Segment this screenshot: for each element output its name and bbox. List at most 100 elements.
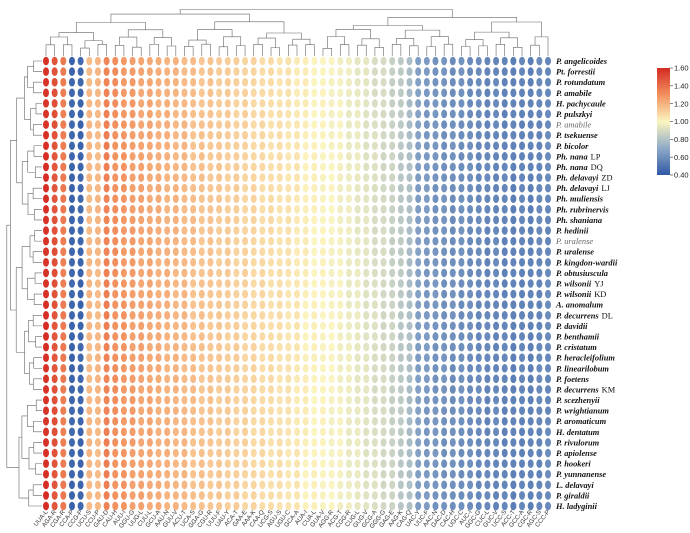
heatmap-cell (120, 448, 127, 458)
heatmap-cell (51, 469, 58, 479)
heatmap-cell (259, 332, 266, 341)
heatmap-cell (354, 194, 361, 204)
heatmap-cell (86, 247, 93, 257)
heatmap-cell (319, 236, 326, 246)
heatmap-cell (337, 448, 344, 458)
heatmap-cell (389, 183, 396, 193)
heatmap-cell (493, 183, 500, 193)
heatmap-cell (94, 130, 101, 140)
heatmap-cell (233, 141, 240, 151)
heatmap-cell (501, 162, 508, 172)
heatmap-cell (250, 332, 257, 341)
heatmap-cell (371, 427, 378, 437)
heatmap-cell (138, 332, 145, 341)
dendrogram-branch (28, 320, 36, 343)
heatmap-cell (302, 183, 309, 193)
heatmap-cell (467, 491, 474, 500)
heatmap-cell (242, 310, 249, 320)
heatmap-cell (112, 183, 119, 193)
heatmap-cell (276, 205, 283, 214)
heatmap-cell (458, 162, 465, 172)
heatmap-cell (68, 215, 75, 225)
heatmap-cell (519, 395, 526, 405)
heatmap-cell (302, 56, 309, 66)
heatmap-cell (527, 300, 534, 309)
dendrogram-branch (35, 103, 42, 115)
heatmap-cell (250, 67, 257, 76)
row-label: Ph. rubrinervis (556, 205, 609, 214)
heatmap-cell (216, 353, 223, 362)
heatmap-cell (371, 332, 378, 341)
heatmap-cell (250, 353, 257, 362)
heatmap-cell (250, 162, 257, 172)
heatmap-cell (164, 427, 171, 437)
heatmap-cell (68, 480, 75, 490)
heatmap-cell (60, 247, 67, 257)
heatmap-cell (259, 162, 266, 172)
heatmap-cell (164, 109, 171, 119)
heatmap-cell (233, 247, 240, 257)
heatmap-cell (449, 501, 456, 511)
heatmap-cell (207, 353, 214, 362)
heatmap-cell (345, 109, 352, 119)
heatmap-cell (94, 310, 101, 320)
heatmap-cell (536, 194, 543, 204)
heatmap-cell (415, 130, 422, 140)
heatmap-cell (345, 247, 352, 257)
heatmap-cell (363, 130, 370, 140)
heatmap-cell (224, 183, 231, 193)
heatmap-cell (458, 438, 465, 447)
heatmap-cell (432, 385, 439, 394)
heatmap-cell (268, 215, 275, 225)
heatmap-cell (380, 215, 387, 225)
heatmap-cell (224, 173, 231, 182)
heatmap-cell (449, 130, 456, 140)
heatmap-cell (397, 385, 404, 394)
heatmap-cell (458, 67, 465, 76)
heatmap-cell (268, 88, 275, 98)
population-code: LP (591, 152, 601, 161)
dendrogram-branch (188, 39, 207, 47)
heatmap-cell (415, 67, 422, 76)
row-label: P. giraldii (556, 491, 590, 500)
heatmap-cell (259, 395, 266, 405)
heatmap-cell (371, 88, 378, 98)
heatmap-cell (441, 67, 448, 76)
heatmap-cell (250, 236, 257, 246)
heatmap-cell (441, 268, 448, 278)
heatmap-cell (43, 67, 49, 76)
heatmap-cell (77, 279, 84, 288)
heatmap-cell (164, 88, 171, 98)
heatmap-cell (129, 194, 136, 204)
heatmap-cell (138, 491, 145, 500)
heatmap-cell (250, 491, 257, 500)
heatmap-cell (380, 152, 387, 161)
heatmap-cell (155, 332, 162, 341)
heatmap-cell (493, 247, 500, 257)
heatmap-cell (441, 205, 448, 214)
heatmap-cell (432, 99, 439, 108)
taxon-name: P. angelicoides (556, 57, 607, 66)
heatmap-cell (484, 215, 491, 225)
heatmap-cell (155, 268, 162, 278)
heatmap-cell (449, 395, 456, 405)
heatmap-cell (224, 226, 231, 235)
heatmap-cell (68, 438, 75, 447)
heatmap-cell (354, 162, 361, 172)
heatmap-cell (94, 501, 101, 511)
heatmap-cell (242, 395, 249, 405)
heatmap-cell (198, 194, 205, 204)
heatmap-cell (467, 77, 474, 87)
heatmap-cell (51, 363, 58, 373)
heatmap-cell (259, 480, 266, 490)
heatmap-cell (501, 342, 508, 352)
heatmap-cell (458, 247, 465, 257)
row-label: L. delavayi (555, 481, 594, 490)
heatmap-cell (510, 374, 517, 384)
heatmap-cell (68, 258, 75, 267)
taxon-name: P. obtusiuscula (556, 269, 608, 278)
heatmap-cell (510, 205, 517, 214)
heatmap-cell (484, 491, 491, 500)
heatmap-cell (51, 448, 58, 458)
heatmap-cell (129, 152, 136, 161)
